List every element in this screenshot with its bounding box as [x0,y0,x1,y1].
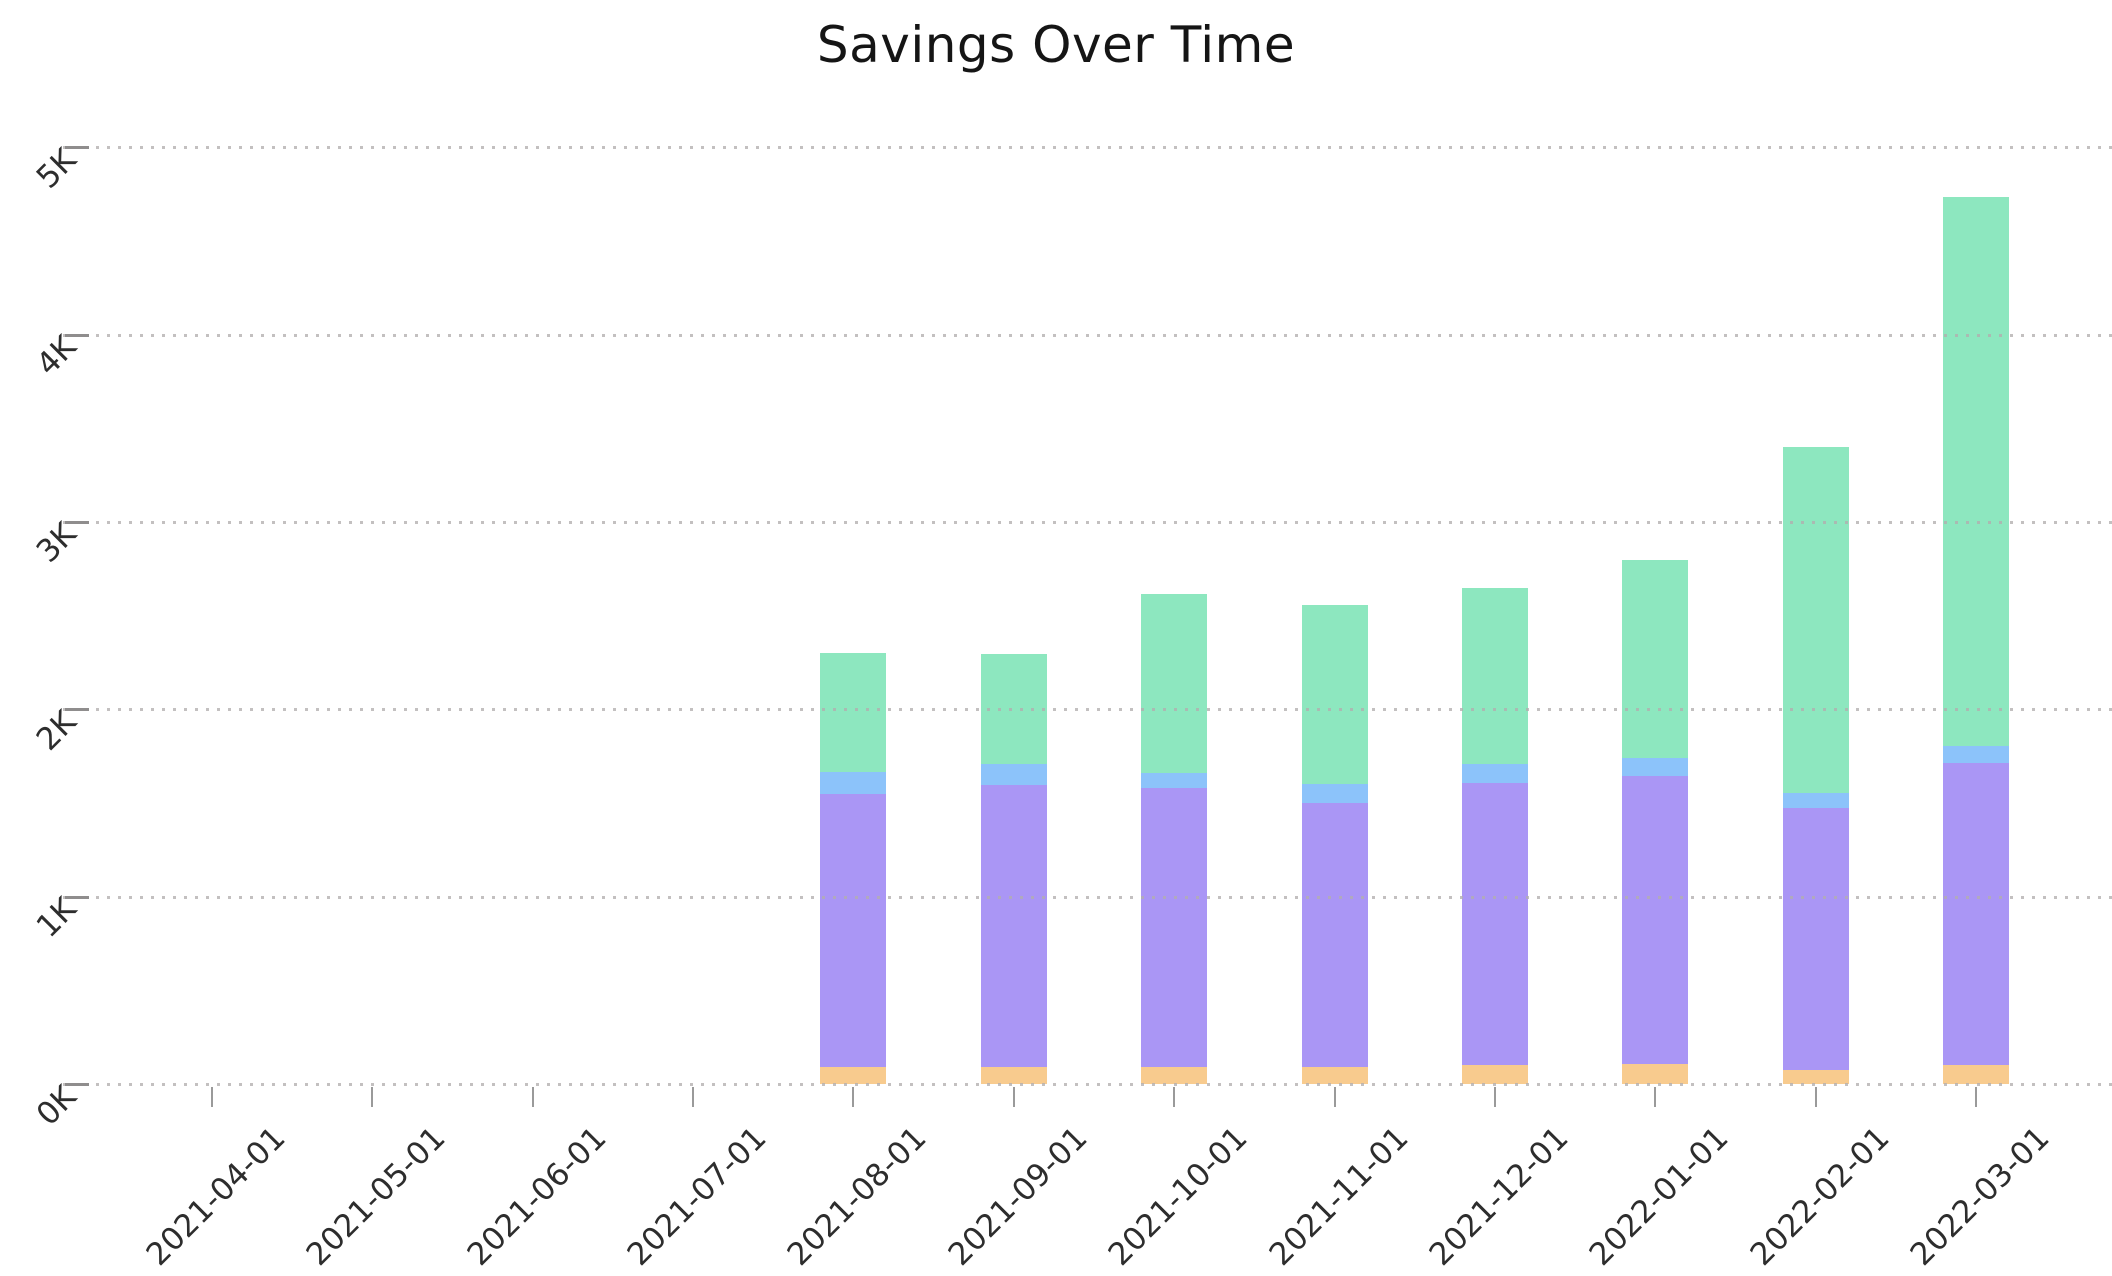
bar-segment-green [1301,604,1368,784]
y-tick-5K [65,146,89,150]
x-tick-label-2021-12-01: 2021-12-01 [1422,1120,1576,1273]
x-tick-2021-04-01 [211,1086,213,1107]
bar-segment-purple [1301,802,1368,1067]
bar-segment-blue [1782,793,1849,809]
bar-segment-green [1942,197,2009,747]
x-tick-2021-08-01 [852,1086,855,1107]
bar-segment-blue [1141,772,1208,788]
bar-segment-purple [1782,808,1849,1070]
x-tick-label-2022-01-01: 2022-01-01 [1582,1120,1736,1273]
x-tick-label-2021-06-01: 2021-06-01 [460,1120,614,1273]
bar-segment-orange [1782,1069,1849,1085]
x-tick-label-2021-09-01: 2021-09-01 [941,1120,1095,1273]
gridline-4K [63,333,2112,337]
y-tick-2K [65,708,89,712]
bar-segment-orange [820,1066,887,1085]
bar-segment-green [1622,559,1689,758]
x-tick-2021-12-01 [1493,1086,1496,1107]
x-tick-2021-07-01 [692,1086,695,1107]
bar-2021-08-01 [820,652,887,1085]
bar-segment-purple [1461,782,1528,1065]
bar-segment-orange [1942,1064,2009,1085]
bar-segment-blue [1942,746,2009,764]
x-tick-label-2021-11-01: 2021-11-01 [1262,1120,1415,1273]
bar-2021-11-01 [1301,604,1368,1085]
x-tick-label-2022-02-01: 2022-02-01 [1743,1120,1897,1273]
gridline-2K [63,708,2112,712]
x-tick-label-2021-04-01: 2021-04-01 [139,1120,293,1273]
bar-segment-purple [980,784,1047,1067]
y-tick-label-2K: 2K [29,703,84,758]
gridline-5K [63,146,2112,150]
y-tick-1K [65,895,89,899]
bar-segment-blue [820,771,887,795]
x-tick-2021-10-01 [1173,1086,1176,1107]
y-tick-0K [65,1083,89,1086]
y-tick-label-5K: 5K [29,141,84,196]
bar-segment-orange [1622,1063,1689,1085]
x-tick-2021-05-01 [371,1086,374,1107]
bar-2021-09-01 [980,653,1047,1085]
y-tick-3K [65,520,89,524]
bar-segment-orange [1461,1064,1528,1085]
bar-segment-orange [1301,1066,1368,1085]
bar-segment-green [820,652,887,772]
x-tick-2022-03-01 [1974,1086,1977,1107]
bar-segment-purple [1622,776,1689,1064]
x-tick-label-2021-08-01: 2021-08-01 [781,1120,934,1273]
bar-segment-orange [1141,1066,1208,1085]
y-tick-4K [65,333,89,337]
bar-segment-blue [1461,764,1528,783]
x-tick-2021-11-01 [1333,1086,1336,1107]
x-tick-label-2022-03-01: 2022-03-01 [1903,1120,2057,1273]
x-tick-2022-02-01 [1814,1086,1817,1107]
gridline-3K [63,520,2112,524]
bar-segment-purple [820,794,887,1067]
bar-segment-blue [1301,783,1368,803]
bar-segment-green [1141,593,1208,773]
x-tick-2021-06-01 [531,1086,534,1107]
bar-segment-blue [1622,757,1689,777]
bar-segment-purple [1141,787,1208,1067]
bar-segment-orange [980,1066,1047,1085]
bar-segment-purple [1942,763,2009,1065]
x-tick-2021-09-01 [1012,1086,1015,1107]
y-tick-label-0K: 0K [29,1078,84,1133]
y-tick-label-4K: 4K [29,329,84,383]
bar-2021-12-01 [1461,588,1528,1085]
bar-segment-blue [980,764,1047,785]
bar-2021-10-01 [1141,593,1208,1085]
chart-title: Savings Over Time [816,16,1296,74]
bar-2022-03-01 [1942,197,2009,1085]
gridline-1K [63,895,2112,899]
bar-2022-01-01 [1622,559,1689,1085]
y-tick-label-3K: 3K [29,516,84,571]
x-tick-label-2021-10-01: 2021-10-01 [1101,1120,1255,1273]
gridline-0K [63,1083,2112,1086]
x-tick-2022-01-01 [1654,1086,1657,1107]
y-tick-label-1K: 1K [29,891,84,945]
x-tick-label-2021-07-01: 2021-07-01 [620,1120,774,1273]
x-tick-label-2021-05-01: 2021-05-01 [299,1120,453,1273]
bar-segment-green [1782,446,1849,794]
bar-2022-02-01 [1782,446,1849,1085]
bar-segment-green [1461,588,1528,765]
